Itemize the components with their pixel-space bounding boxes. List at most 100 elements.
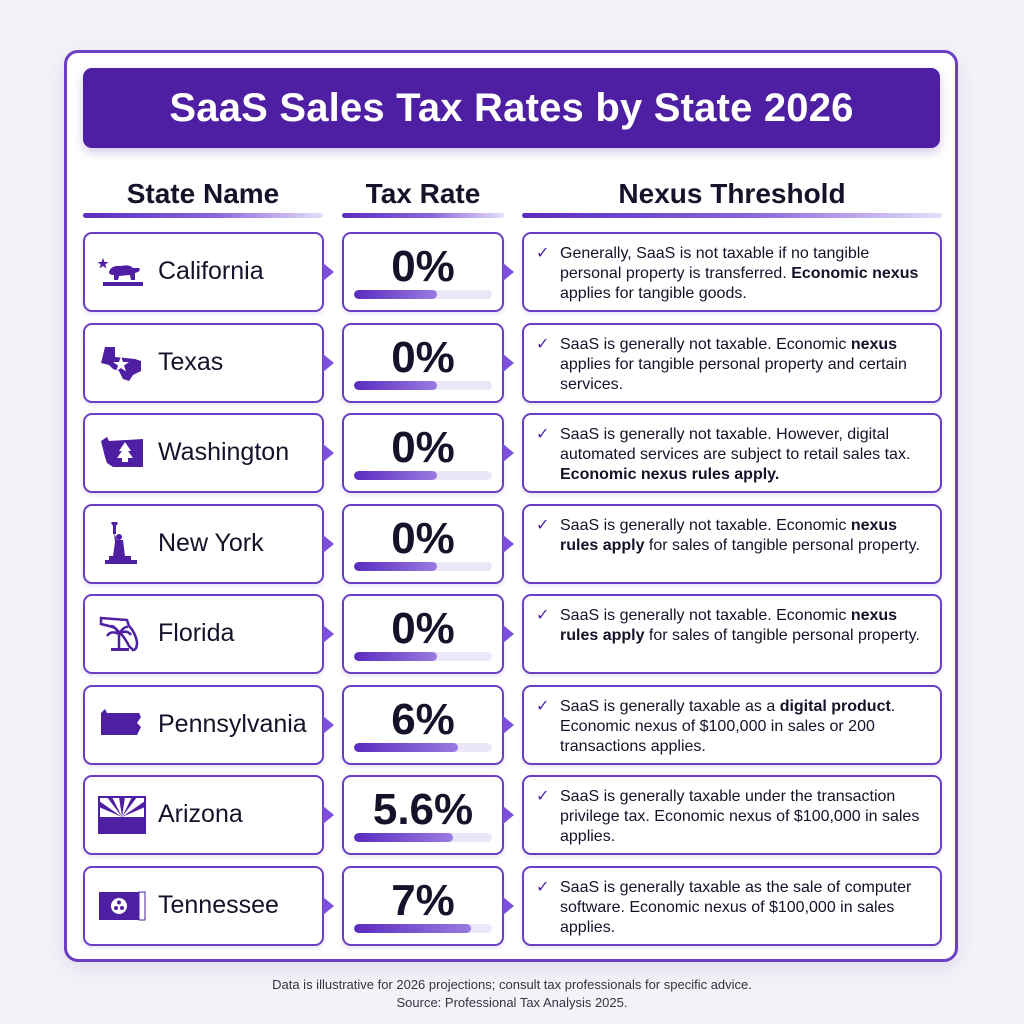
nexus-text-part: applies for tangible goods. bbox=[560, 285, 747, 302]
state-cell: Tennessee bbox=[83, 866, 324, 946]
state-cell: Pennsylvania bbox=[83, 685, 324, 765]
rate-bar-fill bbox=[354, 290, 437, 299]
rate-bar-fill bbox=[354, 833, 454, 842]
footer-source: Source: Professional Tax Analysis 2025. bbox=[396, 995, 628, 1010]
nexus-text-part: SaaS is generally not taxable. However, … bbox=[560, 426, 911, 463]
row-connector-arrow bbox=[503, 806, 514, 824]
nexus-text-part: Generally, SaaS is not taxable if no tan… bbox=[560, 245, 870, 282]
rate-bar-track bbox=[354, 381, 492, 390]
nexus-text-part: SaaS is generally not taxable. Economic bbox=[560, 607, 851, 624]
row-connector-arrow bbox=[503, 444, 514, 462]
state-name: Washington bbox=[158, 437, 290, 466]
nexus-description: SaaS is generally not taxable. Economic … bbox=[560, 516, 930, 556]
nexus-text-part: for sales of tangible personal property. bbox=[644, 537, 920, 554]
page-title: SaaS Sales Tax Rates by State 2026 bbox=[169, 85, 854, 130]
state-cell: Florida bbox=[83, 594, 324, 674]
checkmark-icon: ✓ bbox=[536, 336, 550, 353]
row-connector-arrow bbox=[323, 897, 334, 915]
rate-value: 0% bbox=[391, 514, 455, 563]
nexus-text-bold: nexus rules apply bbox=[560, 607, 898, 644]
row-connector-arrow bbox=[323, 806, 334, 824]
nexus-text-part: SaaS is generally not taxable. Economic bbox=[560, 517, 851, 534]
rate-cell: 0% bbox=[342, 504, 504, 584]
row-connector-arrow bbox=[323, 354, 334, 372]
checkmark-icon: ✓ bbox=[536, 698, 550, 715]
row-connector-arrow bbox=[503, 535, 514, 553]
rate-bar-fill bbox=[354, 562, 437, 571]
nexus-text-part: . Economic nexus of $100,000 in sales or… bbox=[560, 698, 896, 755]
rate-bar-track bbox=[354, 290, 492, 299]
state-name: California bbox=[158, 256, 264, 285]
checkmark-icon: ✓ bbox=[536, 517, 550, 534]
nexus-text-bold: nexus rules apply bbox=[560, 517, 898, 554]
rate-bar-track bbox=[354, 743, 492, 752]
nexus-cell: ✓ SaaS is generally not taxable. Economic… bbox=[522, 504, 942, 584]
nexus-text-bold: Economic nexus bbox=[791, 265, 919, 282]
column-header-state: State Name bbox=[126, 178, 280, 209]
checkmark-icon: ✓ bbox=[536, 879, 550, 896]
nexus-text-part: applies for tangible personal property a… bbox=[560, 356, 907, 393]
row-connector-arrow bbox=[323, 716, 334, 734]
row-connector-arrow bbox=[323, 444, 334, 462]
rate-bar-fill bbox=[354, 743, 458, 752]
nexus-cell: ✓ SaaS is generally taxable under the tra… bbox=[522, 775, 942, 855]
rate-value: 0% bbox=[391, 242, 455, 291]
nexus-description: SaaS is generally taxable as the sale of… bbox=[560, 878, 930, 938]
state-name: Florida bbox=[158, 618, 235, 647]
column-header-rate: Tax Rate bbox=[365, 178, 481, 209]
state-cell: California bbox=[83, 232, 324, 312]
arizona-flag-icon bbox=[97, 793, 147, 837]
rate-bar-fill bbox=[354, 381, 437, 390]
checkmark-icon: ✓ bbox=[536, 607, 550, 624]
florida-palm-icon bbox=[97, 612, 147, 656]
rate-bar-track bbox=[354, 471, 492, 480]
rate-cell: 5.6% bbox=[342, 775, 504, 855]
rate-value: 6% bbox=[391, 695, 455, 744]
california-bear-icon bbox=[97, 250, 147, 294]
state-cell: Washington bbox=[83, 413, 324, 493]
nexus-text-bold: digital product bbox=[779, 698, 891, 715]
state-name: New York bbox=[158, 528, 264, 557]
row-connector-arrow bbox=[503, 625, 514, 643]
row-connector-arrow bbox=[503, 897, 514, 915]
rate-bar-track bbox=[354, 652, 492, 661]
nexus-cell: ✓ SaaS is generally not taxable. However,… bbox=[522, 413, 942, 493]
rate-bar-track bbox=[354, 833, 492, 842]
rate-bar-fill bbox=[354, 924, 472, 933]
title-banner: SaaS Sales Tax Rates by State 2026 bbox=[83, 68, 940, 148]
row-connector-arrow bbox=[323, 263, 334, 281]
nexus-cell: ✓ SaaS is generally not taxable. Economic… bbox=[522, 594, 942, 674]
rate-cell: 0% bbox=[342, 323, 504, 403]
pennsylvania-map-icon bbox=[97, 703, 147, 747]
footer-disclaimer: Data is illustrative for 2026 projection… bbox=[272, 977, 752, 992]
nexus-cell: ✓ SaaS is generally taxable as a digital … bbox=[522, 685, 942, 765]
state-cell: Arizona bbox=[83, 775, 324, 855]
checkmark-icon: ✓ bbox=[536, 788, 550, 805]
row-connector-arrow bbox=[503, 716, 514, 734]
checkmark-icon: ✓ bbox=[536, 245, 550, 262]
column-header-rate-underline bbox=[342, 213, 504, 218]
state-name: Arizona bbox=[158, 799, 243, 828]
rate-cell: 0% bbox=[342, 594, 504, 674]
row-connector-arrow bbox=[323, 535, 334, 553]
state-cell: New York bbox=[83, 504, 324, 584]
nexus-description: SaaS is generally not taxable. Economic … bbox=[560, 606, 930, 646]
row-connector-arrow bbox=[323, 625, 334, 643]
statue-of-liberty-icon bbox=[97, 521, 147, 566]
column-header-nexus-underline bbox=[522, 213, 942, 218]
rate-cell: 6% bbox=[342, 685, 504, 765]
nexus-description: Generally, SaaS is not taxable if no tan… bbox=[560, 244, 930, 304]
nexus-text-bold: nexus bbox=[850, 336, 898, 353]
state-name: Tennessee bbox=[158, 890, 279, 919]
nexus-text-part: for sales of tangible personal property. bbox=[644, 627, 920, 644]
nexus-text-part: SaaS is generally taxable under the tran… bbox=[560, 788, 920, 845]
rate-value: 5.6% bbox=[372, 785, 474, 834]
column-header-state-underline bbox=[83, 213, 323, 218]
washington-tree-icon bbox=[97, 431, 147, 475]
nexus-text-part: SaaS is generally not taxable. Economic bbox=[560, 336, 851, 353]
rate-cell: 7% bbox=[342, 866, 504, 946]
nexus-text-part: SaaS is generally taxable as a bbox=[560, 698, 780, 715]
rate-value: 0% bbox=[391, 423, 455, 472]
state-cell: Texas bbox=[83, 323, 324, 403]
nexus-description: SaaS is generally not taxable. Economic … bbox=[560, 335, 930, 395]
